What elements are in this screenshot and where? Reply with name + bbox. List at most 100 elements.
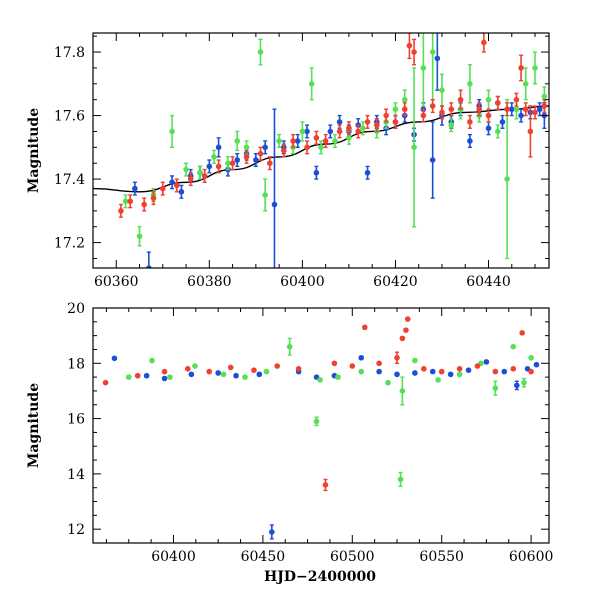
top-data-point (457, 96, 464, 103)
top-data-point (360, 125, 366, 132)
bottom-data-point (215, 370, 221, 376)
top-data-point (118, 208, 124, 214)
top-data-point (346, 134, 352, 141)
bottom-data-point (474, 363, 481, 369)
top-data-point (313, 134, 320, 141)
bottom-data-point (394, 371, 400, 378)
top-data-point (150, 195, 157, 201)
top-plot-area (93, 33, 549, 268)
bottom-data-point (111, 355, 118, 362)
top-data-point (271, 201, 278, 208)
top-y-tick-label: 17.4 (54, 172, 85, 188)
top-data-point (401, 106, 408, 113)
top-data-point (206, 163, 213, 170)
top-data-point (299, 128, 306, 135)
bottom-data-point (397, 476, 404, 483)
top-data-point (522, 81, 529, 87)
top-data-point (257, 150, 264, 157)
bottom-y-tick-label: 14 (67, 467, 85, 483)
top-data-point (122, 198, 129, 205)
bottom-data-point (233, 372, 239, 379)
top-data-point (536, 106, 543, 113)
top-data-point (429, 103, 436, 109)
top-x-tick-label: 60360 (94, 274, 139, 290)
bottom-data-point (242, 374, 248, 380)
top-data-point (532, 65, 538, 71)
top-data-point (322, 138, 329, 144)
bottom-y-tick-label: 12 (67, 522, 85, 538)
top-data-point (267, 160, 273, 167)
bottom-data-point (404, 316, 411, 322)
top-data-point (201, 173, 208, 179)
top-data-point (132, 185, 138, 192)
top-data-point (225, 160, 231, 167)
top-data-point (332, 138, 338, 144)
top-data-point (276, 138, 282, 144)
top-data-point (234, 138, 241, 144)
top-data-point (504, 106, 510, 113)
top-data-point (169, 128, 175, 135)
top-data-point (290, 138, 296, 144)
bottom-data-point (438, 368, 445, 375)
bottom-data-point (399, 388, 406, 394)
top-data-point (146, 265, 152, 268)
bottom-data-point (161, 375, 168, 382)
bottom-data-point (251, 367, 257, 374)
bottom-data-point (206, 368, 213, 375)
top-data-point (518, 112, 524, 119)
bottom-data-point (143, 372, 150, 379)
top-data-point (197, 169, 203, 176)
top-data-point (159, 185, 166, 192)
bottom-x-tick-label: 60550 (419, 549, 464, 565)
bottom-data-point (510, 343, 517, 350)
bottom-data-point (317, 377, 323, 383)
bottom-data-point (227, 364, 234, 371)
bottom-data-point (376, 360, 382, 367)
top-data-point (532, 109, 538, 116)
top-y-tick-label: 17.6 (54, 109, 85, 125)
bottom-data-point (510, 366, 517, 372)
top-y-tick-label: 17.8 (54, 45, 85, 61)
bottom-data-point (435, 377, 441, 383)
top-y-axis-title: Magnitude (26, 108, 42, 193)
bottom-data-point (184, 366, 191, 372)
bottom-data-point (358, 368, 365, 375)
top-data-point (448, 106, 455, 113)
bottom-data-point (528, 368, 534, 375)
bottom-data-point (134, 372, 141, 379)
top-data-point (467, 81, 473, 87)
top-data-point (211, 154, 217, 160)
bottom-data-point (220, 371, 227, 378)
top-data-point (495, 100, 501, 106)
top-data-point (141, 201, 147, 208)
top-data-point (374, 122, 380, 128)
top-data-point (355, 128, 362, 135)
bottom-data-point (501, 368, 508, 375)
top-data-point (513, 106, 520, 113)
bottom-data-point (412, 370, 418, 376)
top-x-tick-label: 60420 (373, 274, 418, 290)
top-data-point (513, 96, 520, 103)
bottom-data-point (456, 371, 463, 378)
bottom-data-point (412, 357, 418, 364)
top-data-point (215, 163, 222, 170)
bottom-frame (92, 307, 550, 544)
bottom-data-point (362, 324, 368, 331)
bottom-data-point (125, 374, 132, 380)
bottom-x-axis-title: HJD−2400000 (264, 569, 376, 585)
bottom-plot-area (102, 316, 540, 540)
bottom-data-point (456, 366, 463, 372)
bottom-x-tick-label: 60500 (330, 549, 375, 565)
top-frame (92, 32, 550, 269)
top-data-point (504, 176, 510, 182)
top-data-point (318, 144, 324, 151)
top-data-point (304, 144, 310, 151)
top-data-point (439, 87, 445, 93)
bottom-data-point (161, 368, 168, 375)
top-data-point (420, 112, 427, 119)
top-data-point (187, 176, 194, 182)
bottom-data-point (421, 366, 427, 372)
bottom-panel: 60400 60450 60500 60550 60600 12 14 16 18 20 Magni… (26, 301, 553, 565)
